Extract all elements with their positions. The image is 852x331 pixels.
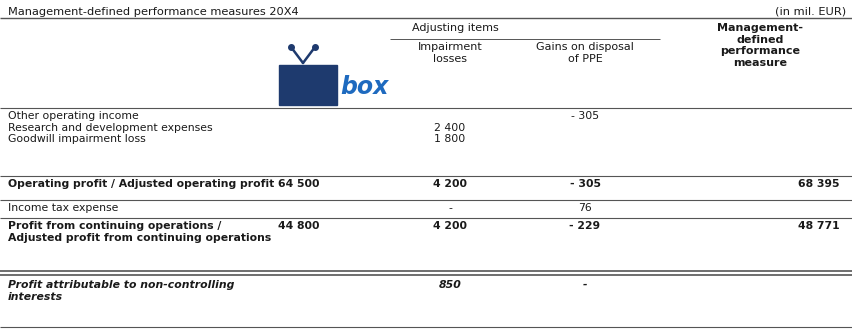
Text: 2 400
1 800: 2 400 1 800 (435, 111, 466, 144)
Text: box: box (340, 75, 389, 99)
Text: - 305: - 305 (571, 111, 599, 121)
Text: 850: 850 (439, 280, 462, 290)
Text: 76: 76 (579, 203, 592, 213)
Text: - 305: - 305 (569, 179, 601, 189)
Text: -: - (583, 280, 587, 290)
Text: -: - (448, 203, 452, 213)
Text: Profit from continuing operations /
Adjusted profit from continuing operations: Profit from continuing operations / Adju… (8, 221, 271, 243)
Text: 4 200: 4 200 (433, 221, 467, 231)
Text: 44 800: 44 800 (279, 221, 320, 231)
Text: Adjusting items: Adjusting items (412, 23, 498, 33)
Text: IFRS: IFRS (292, 68, 320, 78)
Text: CPD: CPD (285, 69, 330, 88)
Text: (in mil. EUR): (in mil. EUR) (774, 7, 846, 17)
Text: Impairment
losses: Impairment losses (417, 42, 482, 64)
Text: Income tax expense: Income tax expense (8, 203, 118, 213)
Text: 4 200: 4 200 (433, 179, 467, 189)
Text: 68 395: 68 395 (798, 179, 840, 189)
Text: Management-defined performance measures 20X4: Management-defined performance measures … (8, 7, 298, 17)
Text: 64 500: 64 500 (279, 179, 320, 189)
Text: 48 771: 48 771 (798, 221, 840, 231)
Text: Gains on disposal
of PPE: Gains on disposal of PPE (536, 42, 634, 64)
Text: Profit attributable to non-controlling
interests: Profit attributable to non-controlling i… (8, 280, 234, 302)
Text: Management-
defined
performance
measure: Management- defined performance measure (717, 23, 803, 68)
Bar (279, 65, 337, 105)
Text: - 229: - 229 (569, 221, 601, 231)
Text: Operating profit / Adjusted operating profit: Operating profit / Adjusted operating pr… (8, 179, 274, 189)
Text: Other operating income
Research and development expenses
Goodwill impairment los: Other operating income Research and deve… (8, 111, 213, 144)
